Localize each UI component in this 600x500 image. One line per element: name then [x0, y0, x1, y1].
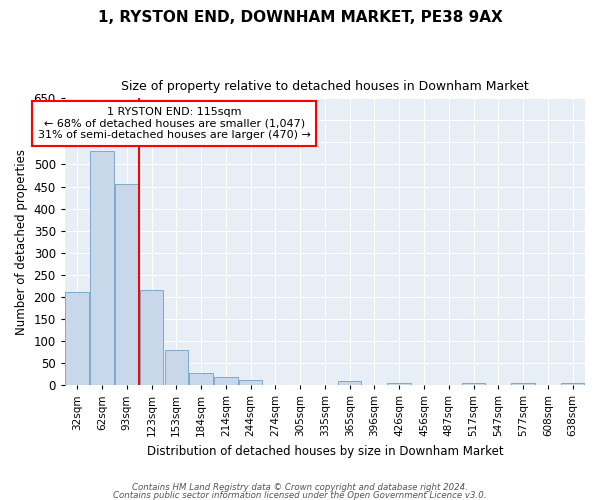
Bar: [388, 383, 411, 385]
Text: Contains public sector information licensed under the Open Government Licence v3: Contains public sector information licen…: [113, 490, 487, 500]
X-axis label: Distribution of detached houses by size in Downham Market: Distribution of detached houses by size …: [146, 444, 503, 458]
Bar: [561, 383, 584, 385]
Bar: [239, 380, 262, 385]
Title: Size of property relative to detached houses in Downham Market: Size of property relative to detached ho…: [121, 80, 529, 93]
Text: 1, RYSTON END, DOWNHAM MARKET, PE38 9AX: 1, RYSTON END, DOWNHAM MARKET, PE38 9AX: [98, 10, 502, 25]
Text: 1 RYSTON END: 115sqm
← 68% of detached houses are smaller (1,047)
31% of semi-de: 1 RYSTON END: 115sqm ← 68% of detached h…: [38, 107, 311, 140]
Bar: [164, 350, 188, 385]
Bar: [511, 383, 535, 385]
Text: Contains HM Land Registry data © Crown copyright and database right 2024.: Contains HM Land Registry data © Crown c…: [132, 484, 468, 492]
Y-axis label: Number of detached properties: Number of detached properties: [15, 148, 28, 334]
Bar: [338, 382, 361, 385]
Bar: [214, 377, 238, 385]
Bar: [140, 290, 163, 385]
Bar: [65, 292, 89, 385]
Bar: [190, 372, 213, 385]
Bar: [115, 184, 139, 385]
Bar: [462, 383, 485, 385]
Bar: [90, 152, 114, 385]
